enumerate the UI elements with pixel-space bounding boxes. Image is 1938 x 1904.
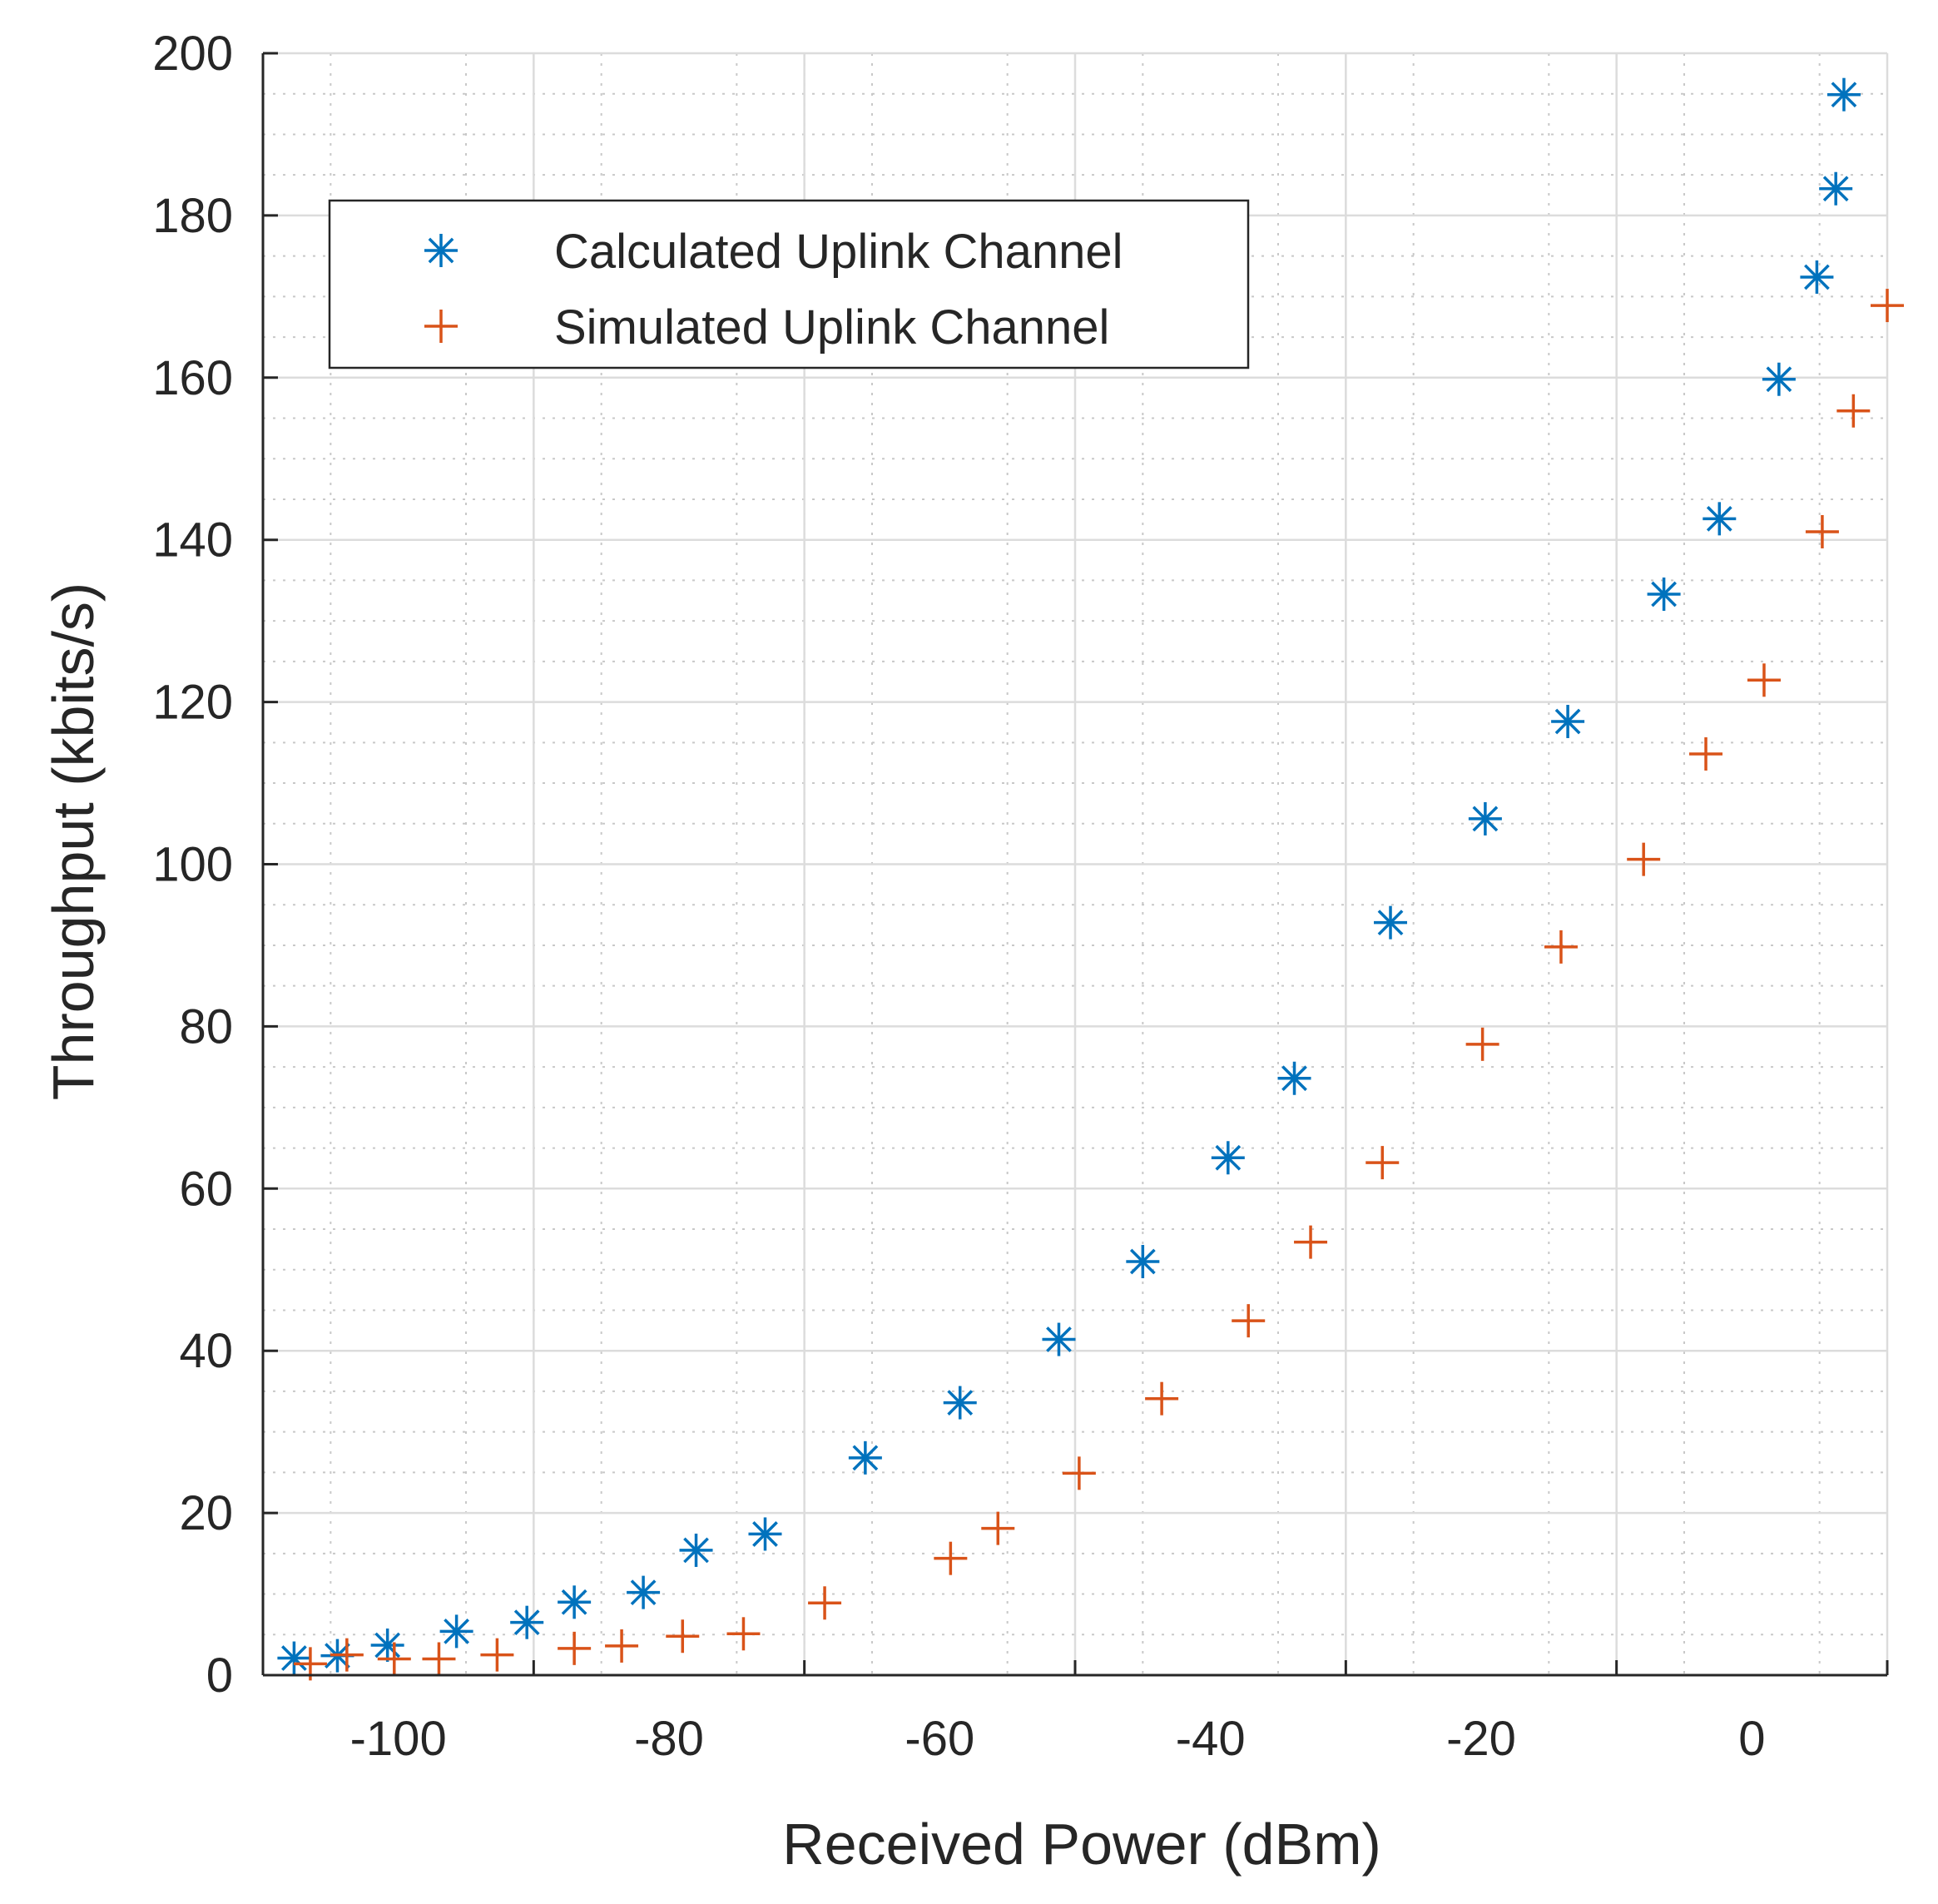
data-point	[377, 1642, 411, 1676]
data-point	[1819, 171, 1853, 206]
y-tick-label: 60	[179, 1162, 233, 1216]
data-point	[1544, 930, 1578, 964]
data-point	[934, 1541, 968, 1575]
data-point	[1042, 1322, 1076, 1356]
y-tick-label: 100	[152, 838, 233, 892]
data-point	[1647, 577, 1681, 611]
data-point	[627, 1575, 661, 1609]
legend-marker-simulated	[424, 310, 458, 343]
tick-labels: -100 -80 -60 -40 -20 0 0 20 40 60 80 100 120 140 160 18…	[152, 27, 1765, 1766]
y-tick-label: 180	[152, 189, 233, 243]
legend-marker-icon	[424, 310, 458, 343]
data-point	[943, 1386, 977, 1420]
y-tick-label: 140	[152, 513, 233, 568]
data-point	[1062, 1456, 1096, 1490]
data-point	[370, 1628, 404, 1662]
data-point	[1747, 663, 1781, 697]
y-tick-label: 40	[179, 1324, 233, 1378]
plot-area	[277, 77, 1904, 1681]
y-tick-label: 80	[179, 999, 233, 1054]
data-point	[1762, 362, 1796, 396]
data-point	[1836, 394, 1871, 428]
y-axis-title: Throughput (kbits/s)	[41, 583, 106, 1100]
data-point	[1374, 905, 1408, 940]
data-point	[1366, 1146, 1400, 1180]
series-calculated	[277, 77, 1861, 1675]
data-point	[1145, 1381, 1179, 1416]
axes	[261, 52, 1889, 1677]
x-tick-label: -100	[350, 1712, 447, 1766]
data-point	[558, 1631, 592, 1665]
data-point	[1211, 1141, 1245, 1175]
data-point	[1277, 1061, 1311, 1095]
data-point	[1468, 801, 1502, 835]
data-point	[1871, 289, 1904, 323]
y-tick-label: 120	[152, 676, 233, 730]
x-axis-title: Received Power (dBm)	[782, 1812, 1381, 1877]
data-point	[981, 1511, 1015, 1545]
x-tick-label: -40	[1176, 1712, 1246, 1766]
y-tick-label: 200	[152, 27, 233, 81]
legend-marker-calculated	[424, 234, 458, 267]
data-point	[666, 1619, 700, 1654]
data-point	[277, 1641, 311, 1675]
data-point	[1232, 1304, 1266, 1338]
data-point	[1689, 736, 1723, 771]
y-tick-label: 20	[179, 1486, 233, 1540]
data-point	[726, 1617, 761, 1651]
data-point	[848, 1440, 882, 1475]
legend: Calculated Uplink Channel Simulated Upli…	[328, 199, 1250, 369]
data-point	[1805, 514, 1839, 548]
data-point	[330, 1638, 364, 1672]
data-point	[748, 1517, 782, 1551]
data-point	[510, 1605, 544, 1639]
data-point	[1800, 260, 1834, 294]
legend-label-calculated: Calculated Uplink Channel	[554, 225, 1123, 279]
x-tick-label: -60	[905, 1712, 974, 1766]
data-point	[1703, 502, 1737, 536]
data-point	[422, 1642, 456, 1676]
x-tick-label: 0	[1738, 1712, 1765, 1766]
data-point	[679, 1533, 713, 1567]
data-point	[808, 1586, 842, 1620]
legend-box	[328, 199, 1250, 369]
data-point	[439, 1614, 473, 1649]
data-point	[1627, 842, 1661, 876]
data-point	[1126, 1245, 1160, 1279]
y-tick-label: 0	[206, 1649, 233, 1703]
data-point	[1551, 704, 1585, 738]
data-point	[1826, 77, 1861, 112]
data-point	[605, 1629, 639, 1663]
y-tick-label: 160	[152, 351, 233, 405]
x-tick-label: -80	[634, 1712, 704, 1766]
legend-label-simulated: Simulated Uplink Channel	[554, 300, 1109, 355]
data-point	[1294, 1225, 1328, 1259]
data-point	[480, 1638, 514, 1672]
data-point	[558, 1585, 592, 1619]
data-point	[1465, 1027, 1499, 1061]
x-tick-label: -20	[1446, 1712, 1516, 1766]
legend-marker-icon	[424, 234, 458, 267]
